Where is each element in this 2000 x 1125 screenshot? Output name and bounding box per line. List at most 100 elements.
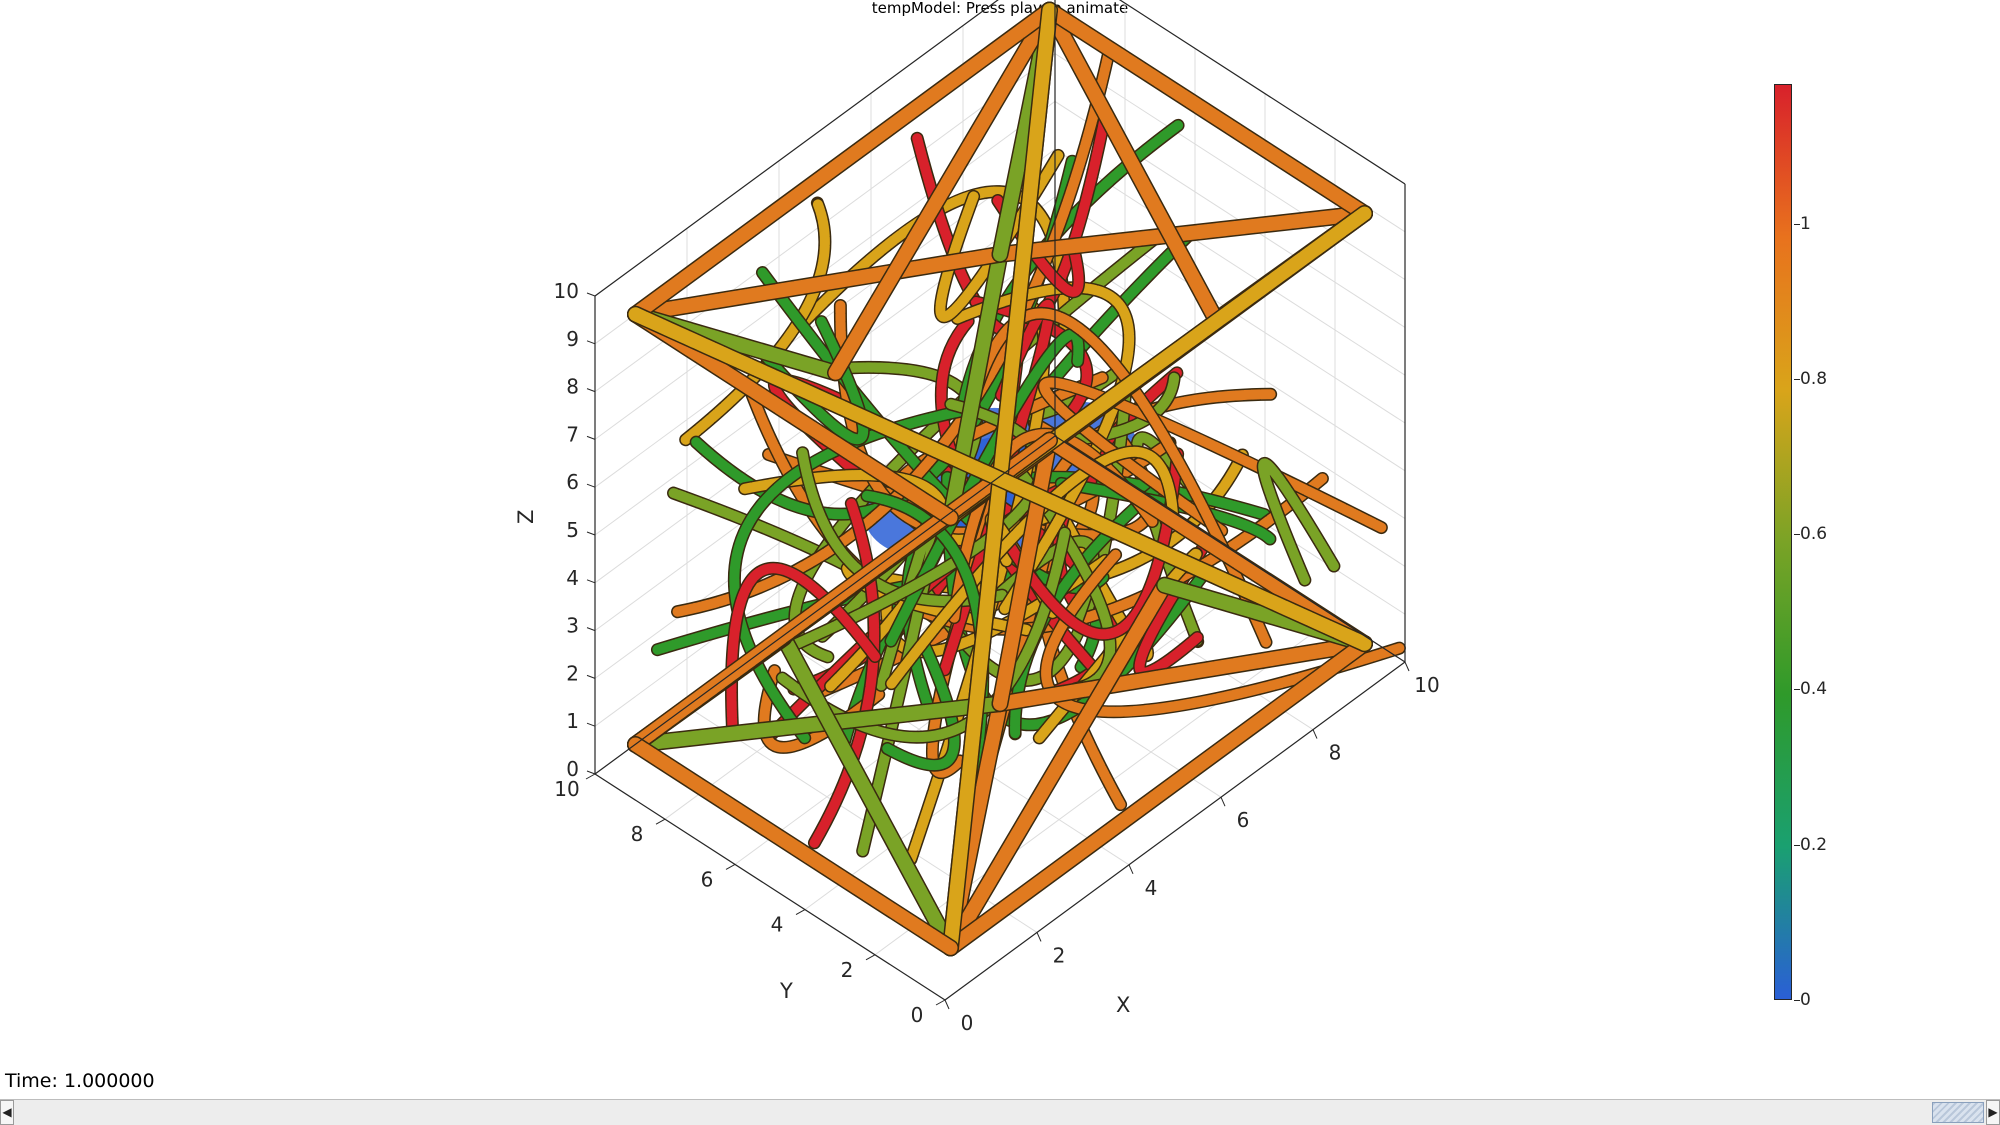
lattice-strut: [943, 578, 1172, 955]
x-tick-mark: [944, 999, 950, 1010]
z-tick-label: 6: [566, 470, 579, 494]
lattice-tube: [1055, 372, 1180, 446]
x-tick-label: 10: [1414, 673, 1439, 697]
lattice-strut: [628, 247, 1007, 322]
z-tick-mark: [586, 531, 596, 536]
lattice-strut: [628, 696, 1007, 752]
lattice-strut: [993, 206, 1372, 262]
y-tick-label: 0: [911, 1003, 924, 1027]
colorbar-tick-label: 0: [1800, 990, 1811, 1010]
z-tick-mark: [586, 483, 596, 488]
x-tick-label: 8: [1329, 741, 1342, 765]
y-axis-label: Y: [779, 979, 793, 1003]
y-tick-mark: [585, 773, 596, 780]
z-tick-mark: [586, 388, 596, 393]
lattice-strut: [993, 636, 1372, 711]
scroll-left-button[interactable]: ◀: [0, 1100, 14, 1125]
colorbar-tick-mark: [1794, 534, 1800, 536]
y-tick-label: 8: [631, 822, 644, 846]
lattice-strut: [628, 737, 958, 955]
colorbar-tick-mark: [1794, 1000, 1800, 1001]
lattice-tube: [1003, 448, 1183, 640]
colorbar-tick-mark: [1794, 689, 1800, 691]
axes-box-edge: [1054, 435, 1406, 663]
z-tick-mark: [586, 722, 596, 727]
z-tick-label: 8: [566, 375, 579, 399]
z-tick-mark: [586, 579, 596, 584]
colorbar[interactable]: [1774, 84, 1792, 1000]
lattice-strut: [943, 636, 1372, 955]
x-tick-mark: [1220, 796, 1226, 807]
lattice-surface-plot[interactable]: [627, 1, 1406, 957]
colorbar-tick-label: 0.2: [1800, 834, 1828, 855]
lattice-tube: [882, 642, 960, 771]
scroll-right-button[interactable]: ▶: [1986, 1100, 2000, 1125]
y-tick-mark: [655, 818, 666, 825]
lattice-strut: [1042, 3, 1224, 328]
z-tick-label: 10: [554, 279, 579, 303]
lattice-strut: [1042, 3, 1372, 221]
z-tick-label: 5: [566, 518, 579, 542]
time-scrollbar[interactable]: ◀ ▶: [0, 1099, 2000, 1125]
z-tick-label: 1: [566, 709, 579, 733]
colorbar-tick-label: 0.6: [1800, 524, 1828, 545]
x-axis-label: X: [1116, 993, 1130, 1017]
scroll-thumb[interactable]: [1932, 1102, 1984, 1123]
y-tick-label: 2: [841, 958, 854, 982]
lattice-strut: [828, 3, 1057, 380]
z-tick-label: 7: [566, 422, 579, 446]
x-tick-label: 0: [961, 1011, 974, 1035]
y-tick-label: 6: [701, 867, 714, 891]
colorbar-tick-mark: [1794, 844, 1800, 846]
y-tick-label: 4: [771, 913, 784, 937]
lattice-strut: [628, 307, 958, 525]
z-tick-label: 2: [566, 661, 579, 685]
z-tick-mark: [586, 674, 596, 679]
lattice-strut: [776, 630, 958, 955]
y-tick-mark: [935, 999, 946, 1006]
axes-3d[interactable]: 0 2 4 6 8 10 0 2 4 6 8 10 0 1 2 3 4 5 6 7 8 9 10 X Y Z: [0, 0, 2000, 1060]
lattice-tube: [969, 308, 1271, 648]
axes-box-edge: [1118, 0, 1406, 185]
y-tick-mark: [865, 954, 876, 961]
lattice-tube: [1258, 458, 1339, 586]
x-tick-mark: [1404, 661, 1410, 672]
z-tick-mark: [586, 770, 596, 775]
z-axis-label: Z: [514, 510, 538, 524]
axes-box-edge: [594, 773, 946, 1001]
z-tick-label: 3: [566, 614, 579, 638]
lattice-tube: [809, 498, 880, 848]
left-arrow-icon: ◀: [2, 1105, 12, 1119]
colorbar-tick-mark: [1794, 223, 1800, 225]
z-tick-label: 9: [566, 327, 579, 351]
lattice-strut: [993, 433, 1057, 711]
right-arrow-icon: ▶: [1988, 1105, 1998, 1119]
x-tick-mark: [1312, 729, 1318, 739]
lattice-tube: [680, 198, 830, 445]
lattice-strut: [628, 3, 1057, 322]
x-tick-mark: [1036, 932, 1042, 942]
x-tick-label: 2: [1053, 943, 1066, 967]
z-tick-mark: [586, 627, 596, 632]
y-tick-mark: [795, 909, 806, 916]
axes-box-edge: [944, 661, 1406, 1001]
lattice-tube: [726, 563, 881, 731]
z-tick-mark: [586, 340, 596, 345]
x-tick-mark: [1128, 864, 1134, 875]
lattice-strut: [628, 307, 1372, 651]
z-tick-mark: [586, 435, 596, 440]
colorbar-tick-label: 0.4: [1800, 679, 1828, 700]
z-tick-label: 4: [566, 566, 579, 590]
lattice-strut: [1042, 433, 1372, 651]
y-tick-mark: [725, 863, 736, 870]
time-readout: Time: 1.000000: [5, 1070, 155, 1092]
colorbar-tick-mark: [1794, 378, 1800, 380]
colorbar-tick-label: 1: [1800, 213, 1811, 234]
axes-box-edge: [594, 435, 1056, 775]
x-tick-label: 4: [1145, 876, 1158, 900]
x-tick-label: 6: [1237, 808, 1250, 832]
axes-box-edge: [594, 0, 999, 297]
lattice-strut: [943, 247, 1007, 525]
y-tick-label: 10: [554, 777, 579, 801]
